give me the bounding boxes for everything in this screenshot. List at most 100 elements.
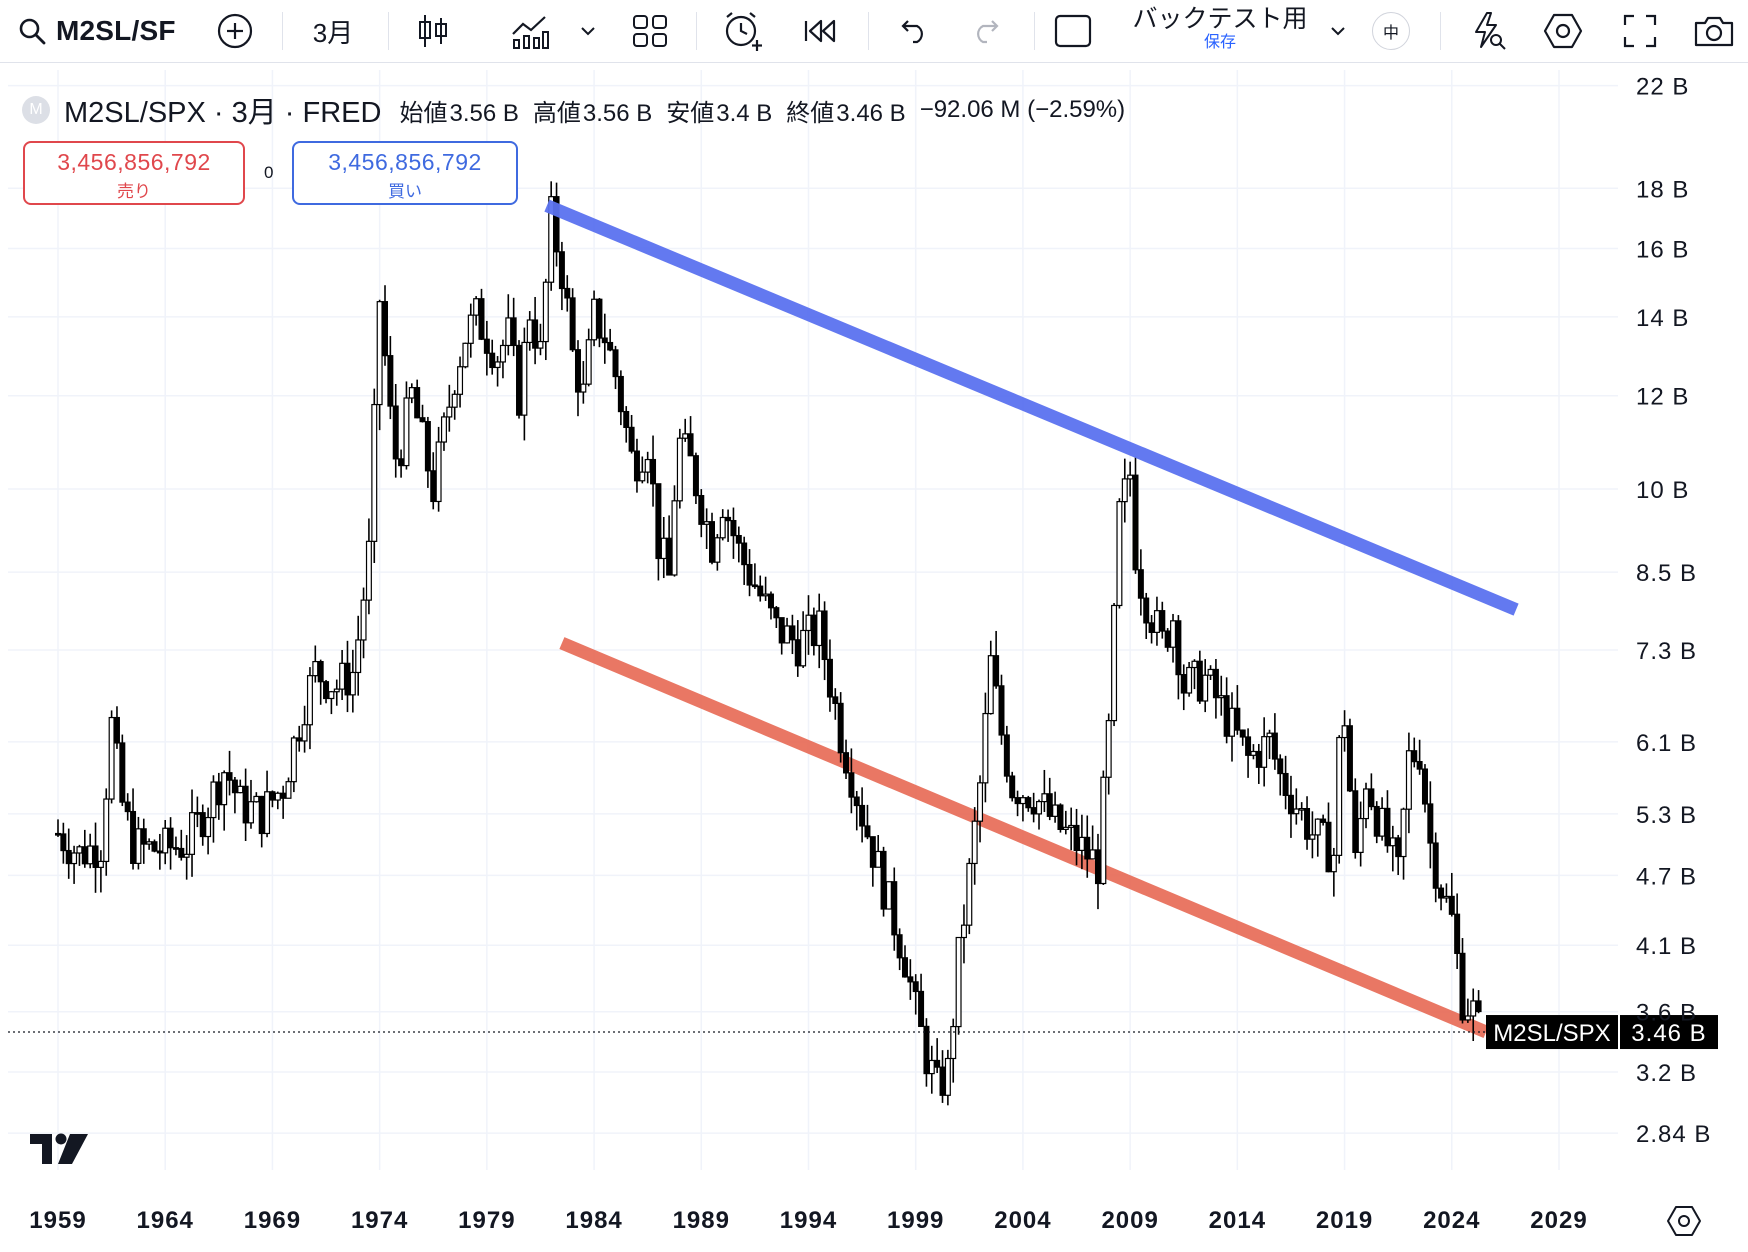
candle-body: [1239, 729, 1246, 738]
candle-body: [1036, 800, 1043, 815]
candle-body: [896, 934, 903, 959]
alarm-clock-plus-icon: [721, 10, 765, 52]
candle-body: [574, 349, 581, 393]
candle-body: [1212, 668, 1219, 699]
candle-body: [108, 716, 115, 800]
candle-body: [1287, 794, 1294, 815]
plus-circle-icon: [216, 12, 254, 50]
candle-body: [1298, 807, 1305, 811]
candle-body: [97, 860, 104, 868]
candle-body: [950, 1025, 957, 1060]
time-axis[interactable]: 1959 1964 1969 1974 1979 1984 1989 1994 1999 2004…: [29, 1207, 1587, 1234]
candle-body: [440, 416, 447, 443]
layout-save-status: 保存: [1203, 34, 1236, 51]
open-label: 始値: [399, 99, 448, 127]
price-axis[interactable]: 2.84 B 3.2 B 3.6 B 4.1 B 4.7 B 5.3 B 6.1 B 7.3 …: [1636, 74, 1711, 1148]
candle-body: [1341, 725, 1348, 739]
candle-body: [650, 458, 657, 485]
quick-search-button[interactable]: [1464, 0, 1510, 62]
upper-trendline[interactable]: [544, 199, 1519, 616]
candle-body: [676, 437, 683, 502]
buy-price: 3,456,856,792: [328, 149, 482, 175]
upper-trendline-group[interactable]: [544, 199, 1519, 616]
candle-body: [558, 251, 565, 290]
candle-body: [843, 752, 850, 774]
candle-body: [1421, 768, 1428, 805]
candle-body: [784, 625, 791, 644]
candle-body: [564, 287, 571, 299]
symbol-name: M2SL/SF: [56, 15, 176, 46]
candle-body: [1464, 1015, 1471, 1021]
indicators-chart-icon: [510, 12, 550, 50]
toolbar-divider: [1034, 12, 1035, 50]
candle-body: [955, 936, 962, 1028]
price-chart[interactable]: M2SL/SPX 3.46 B 2.84 B 3.2 B 3.6 B 4.1 B 4.7 …: [0, 66, 1748, 1252]
chart-type-button[interactable]: [408, 0, 458, 62]
layout-grid-button[interactable]: [628, 0, 672, 62]
lower-trendline[interactable]: [559, 637, 1489, 1039]
candle-body: [76, 846, 83, 854]
candle-body: [703, 521, 710, 525]
low-value: 3.4 B: [716, 99, 773, 127]
toolbar-divider: [1440, 12, 1441, 50]
candle-body: [601, 337, 608, 344]
candle-body: [135, 828, 142, 864]
candle-body: [1395, 837, 1402, 858]
candle-body: [537, 340, 544, 349]
replay-button[interactable]: [798, 0, 844, 62]
candle-body: [189, 812, 196, 855]
alert-button[interactable]: [718, 0, 768, 62]
candle-body: [1277, 758, 1284, 775]
candle-body: [1030, 807, 1037, 815]
tradingview-logo[interactable]: [28, 1130, 92, 1171]
axis-settings-button[interactable]: [1666, 1204, 1702, 1240]
price-axis-label: 4.1 B: [1636, 933, 1697, 960]
undo-arrow-icon: [895, 18, 929, 44]
undo-button[interactable]: [890, 0, 934, 62]
candle-body: [258, 795, 265, 835]
indicators-dropdown-button[interactable]: [574, 0, 602, 62]
candle-body: [934, 1059, 941, 1068]
layout-name-button[interactable]: バックテスト用 保存: [1120, 4, 1320, 58]
symbol-search-button[interactable]: M2SL/SF: [18, 0, 188, 62]
candle-body: [993, 655, 1000, 687]
candle-body: [1304, 807, 1311, 840]
candle-body: [612, 349, 619, 378]
candle-body: [1314, 818, 1321, 836]
price-axis-label: 2.84 B: [1636, 1121, 1711, 1148]
symbol-name-tag-text: M2SL/SPX: [1493, 1020, 1610, 1047]
lower-trendline-group[interactable]: [559, 637, 1489, 1039]
candle-body: [446, 406, 453, 418]
candle-body: [1159, 610, 1166, 632]
candle-body: [162, 827, 169, 854]
interval-button[interactable]: 3月: [296, 0, 370, 62]
legend-symbol[interactable]: M2SL/SPX · 3月 · FRED: [64, 97, 382, 129]
redo-button[interactable]: [966, 0, 1010, 62]
candle-body: [982, 712, 989, 784]
candle-body: [918, 990, 925, 1028]
price-axis-label: 6.1 B: [1636, 730, 1697, 757]
candle-body: [1094, 849, 1101, 885]
sell-button[interactable]: 3,456,856,792 売り: [23, 141, 245, 205]
time-axis-label: 1974: [351, 1207, 408, 1234]
fullscreen-button[interactable]: [1618, 0, 1662, 62]
candle-body: [253, 795, 260, 803]
candle-body: [1368, 788, 1375, 808]
indicators-button[interactable]: [505, 0, 555, 62]
language-button[interactable]: 中: [1369, 0, 1413, 62]
candle-body: [1330, 854, 1337, 873]
candle-body: [751, 584, 758, 588]
buy-button[interactable]: 3,456,856,792 買い: [292, 141, 518, 205]
candle-body: [392, 405, 399, 460]
layout-dropdown-button[interactable]: [1324, 0, 1352, 62]
layout-name: バックテスト用: [1132, 5, 1308, 33]
chart-settings-button[interactable]: [1540, 0, 1586, 62]
candle-body: [1293, 808, 1300, 815]
compare-add-symbol-button[interactable]: [212, 0, 258, 62]
candle-body: [103, 798, 110, 863]
snapshot-button[interactable]: [1690, 0, 1738, 62]
layout-select-button[interactable]: [1050, 0, 1096, 62]
candle-body: [1438, 887, 1445, 899]
candle-body: [194, 812, 201, 815]
candle-body: [151, 841, 158, 852]
